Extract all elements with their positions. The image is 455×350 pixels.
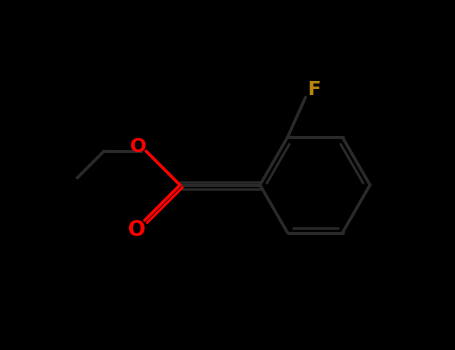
Text: O: O bbox=[128, 220, 146, 240]
Text: O: O bbox=[130, 136, 147, 155]
Text: F: F bbox=[307, 80, 320, 99]
